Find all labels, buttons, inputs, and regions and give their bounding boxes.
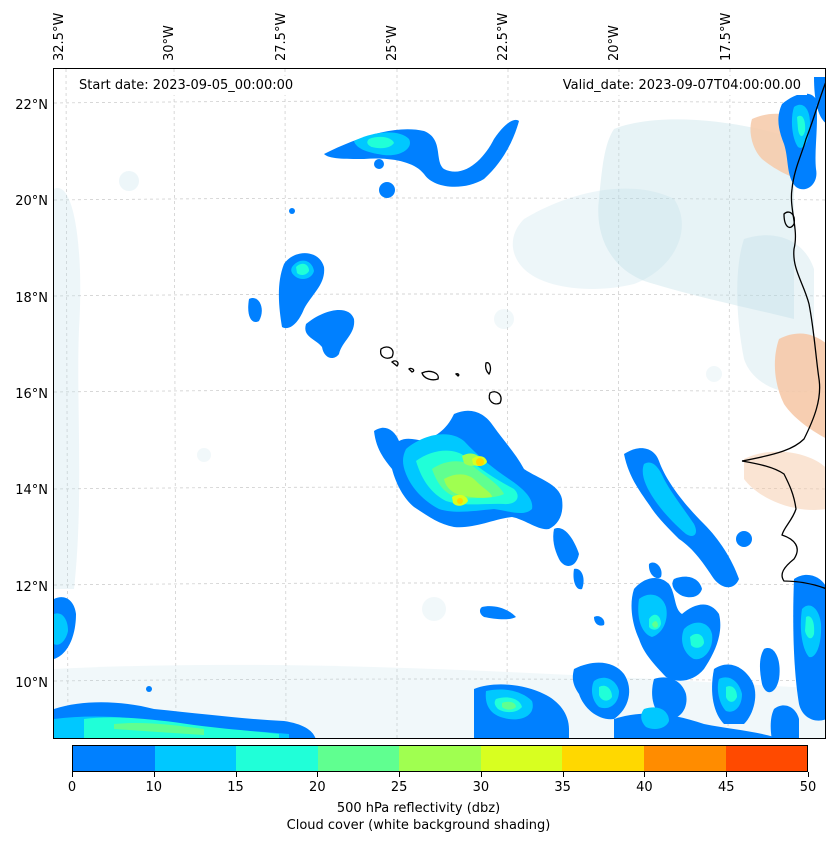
colorbar-tick <box>153 772 155 777</box>
colorbar-segment <box>643 746 726 771</box>
colorbar-label: 500 hPa reflectivity (dbz) <box>336 801 501 816</box>
colorbar-tick <box>480 772 482 777</box>
colorbar-tick <box>399 772 401 777</box>
reflectivity-colorbar <box>72 745 808 772</box>
colorbar-tick <box>72 772 73 777</box>
colorbar-tick-label: 40 <box>636 780 653 795</box>
colorbar-tick-label: 25 <box>390 780 408 795</box>
colorbar-tick-label: 15 <box>227 780 244 795</box>
lon-label-20w: 20°W <box>607 25 622 61</box>
lon-label-27-5w: 27.5°W <box>274 12 289 61</box>
colorbar-tick <box>644 772 646 777</box>
lat-label-10n: 10°N <box>15 676 48 691</box>
lon-label-25w: 25°W <box>385 25 400 61</box>
lat-label-20n: 20°N <box>15 194 48 209</box>
lat-label-12n: 12°N <box>15 580 48 595</box>
graticule <box>54 69 825 738</box>
lon-label-32-5w: 32.5°W <box>52 12 67 61</box>
colorbar-segment <box>480 746 563 771</box>
map-area: Start date: 2023-09-05_00:00:00 Valid_da… <box>53 68 826 739</box>
colorbar-tick-label: 45 <box>717 780 735 795</box>
lat-label-22n: 22°N <box>15 98 48 113</box>
colorbar-tick-label: 0 <box>67 780 77 795</box>
colorbar-tick <box>726 772 728 777</box>
lon-label-17-5w: 17.5°W <box>719 12 734 61</box>
lon-label-22-5w: 22.5°W <box>496 12 511 61</box>
lat-label-18n: 18°N <box>15 291 48 306</box>
lon-label-30w: 30°W <box>162 25 177 61</box>
colorbar-tick <box>808 772 809 777</box>
coastlines <box>380 82 825 589</box>
reflectivity-contours <box>54 77 825 738</box>
map-canvas <box>54 69 825 738</box>
colorbar-tick-label: 35 <box>554 780 571 795</box>
colorbar-tick-label: 10 <box>145 780 163 795</box>
start-date-label: Start date: 2023-09-05_00:00:00 <box>73 76 300 95</box>
lat-label-16n: 16°N <box>15 387 48 402</box>
colorbar-tick-label: 20 <box>309 780 326 795</box>
colorbar-tick <box>317 772 319 777</box>
colorbar-tick <box>235 772 237 777</box>
valid-date-label: Valid_date: 2023-09-07T04:00:00.00 <box>556 76 807 95</box>
colorbar-segment <box>725 746 808 771</box>
colorbar-segment <box>154 746 237 771</box>
colorbar-segment <box>317 746 400 771</box>
colorbar-tick-label: 50 <box>799 780 817 795</box>
colorbar-tick <box>562 772 564 777</box>
colorbar-segment <box>236 746 318 771</box>
colorbar-segment <box>562 746 644 771</box>
colorbar-tick-label: 30 <box>472 780 490 795</box>
lat-label-14n: 14°N <box>15 483 48 498</box>
colorbar-segment <box>73 746 155 771</box>
colorbar-segment <box>399 746 481 771</box>
colorbar-sublabel: Cloud cover (white background shading) <box>286 818 551 833</box>
